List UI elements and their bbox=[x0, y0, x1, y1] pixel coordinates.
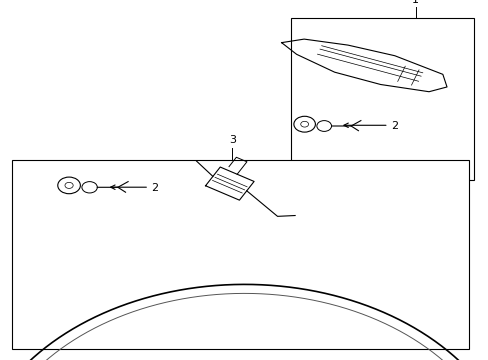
Text: 2: 2 bbox=[151, 183, 159, 193]
Bar bbox=[12, 160, 468, 349]
Text: 1: 1 bbox=[411, 0, 418, 5]
Text: 2: 2 bbox=[390, 121, 398, 131]
Bar bbox=[290, 18, 473, 180]
Text: 3: 3 bbox=[228, 135, 235, 145]
